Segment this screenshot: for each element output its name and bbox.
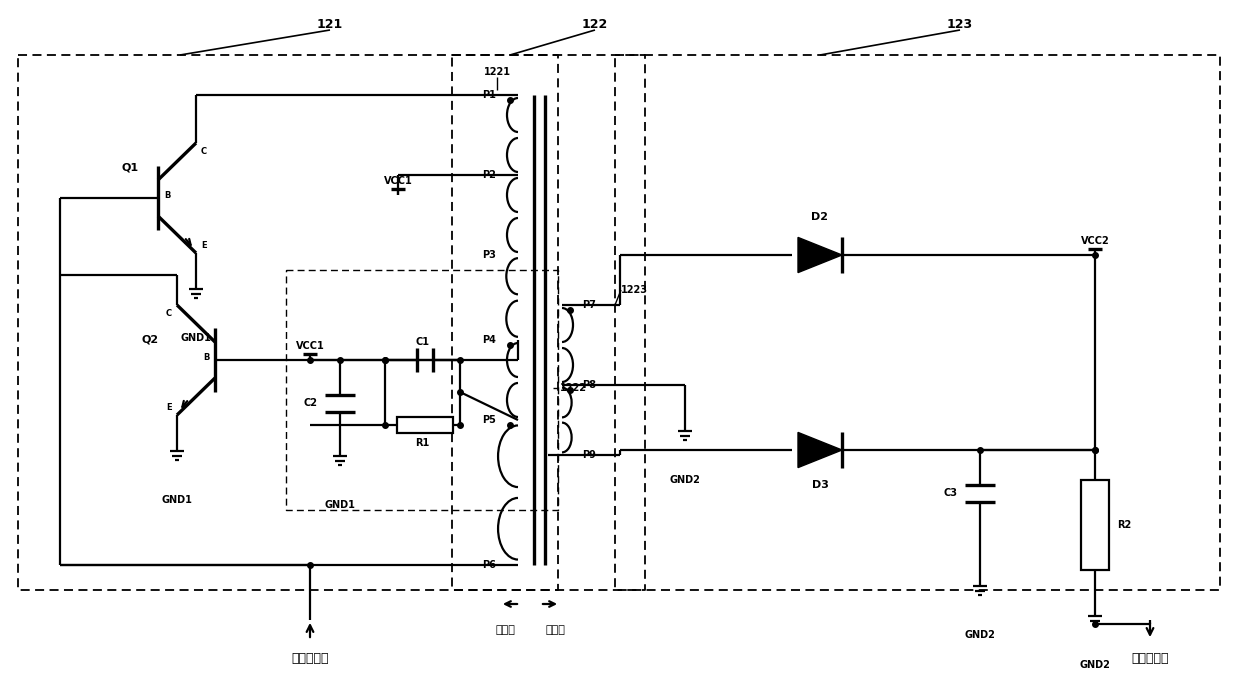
Text: 第一直流电: 第一直流电 — [291, 651, 329, 664]
Text: VCC1: VCC1 — [383, 176, 413, 187]
Bar — [1081, 480, 1109, 570]
Text: C1: C1 — [415, 337, 429, 347]
Bar — [397, 417, 453, 433]
Text: D2: D2 — [811, 212, 828, 222]
Text: Q2: Q2 — [141, 335, 159, 345]
Text: GND2: GND2 — [1080, 660, 1111, 670]
Text: GND1: GND1 — [325, 500, 356, 510]
Text: GND1: GND1 — [161, 495, 192, 505]
Text: P3: P3 — [482, 250, 496, 260]
Text: E: E — [166, 402, 172, 412]
Text: R2: R2 — [1117, 520, 1131, 530]
Text: 次级侧: 次级侧 — [546, 625, 565, 635]
Text: VCC1: VCC1 — [295, 341, 325, 352]
Text: VCC2: VCC2 — [1080, 237, 1110, 246]
Polygon shape — [799, 237, 842, 273]
Text: 初级侧: 初级侧 — [495, 625, 515, 635]
Text: R1: R1 — [415, 438, 429, 448]
Text: P9: P9 — [582, 450, 596, 460]
Text: P4: P4 — [482, 335, 496, 345]
Text: P6: P6 — [482, 560, 496, 570]
Text: GND2: GND2 — [670, 475, 701, 485]
Text: Q1: Q1 — [122, 163, 139, 173]
Text: 123: 123 — [947, 18, 973, 31]
Text: B: B — [203, 354, 210, 363]
Text: GND2: GND2 — [965, 630, 996, 640]
Text: 第二直流电: 第二直流电 — [1131, 651, 1169, 664]
Text: D3: D3 — [811, 480, 828, 490]
Text: GND1: GND1 — [181, 333, 212, 343]
Text: E: E — [201, 241, 207, 250]
Text: 1223: 1223 — [621, 285, 649, 295]
Text: 122: 122 — [582, 18, 608, 31]
Text: 1222: 1222 — [560, 383, 587, 393]
Text: C: C — [166, 308, 172, 317]
Text: 121: 121 — [317, 18, 343, 31]
Text: P7: P7 — [582, 300, 596, 310]
Polygon shape — [799, 432, 842, 468]
Text: P2: P2 — [482, 170, 496, 180]
Text: P8: P8 — [582, 380, 596, 390]
Text: C3: C3 — [944, 488, 959, 498]
Text: C: C — [201, 146, 207, 155]
Text: C2: C2 — [304, 398, 317, 408]
Text: 1221: 1221 — [484, 67, 511, 77]
Text: B: B — [164, 192, 170, 200]
Text: P5: P5 — [482, 415, 496, 425]
Text: P1: P1 — [482, 90, 496, 100]
